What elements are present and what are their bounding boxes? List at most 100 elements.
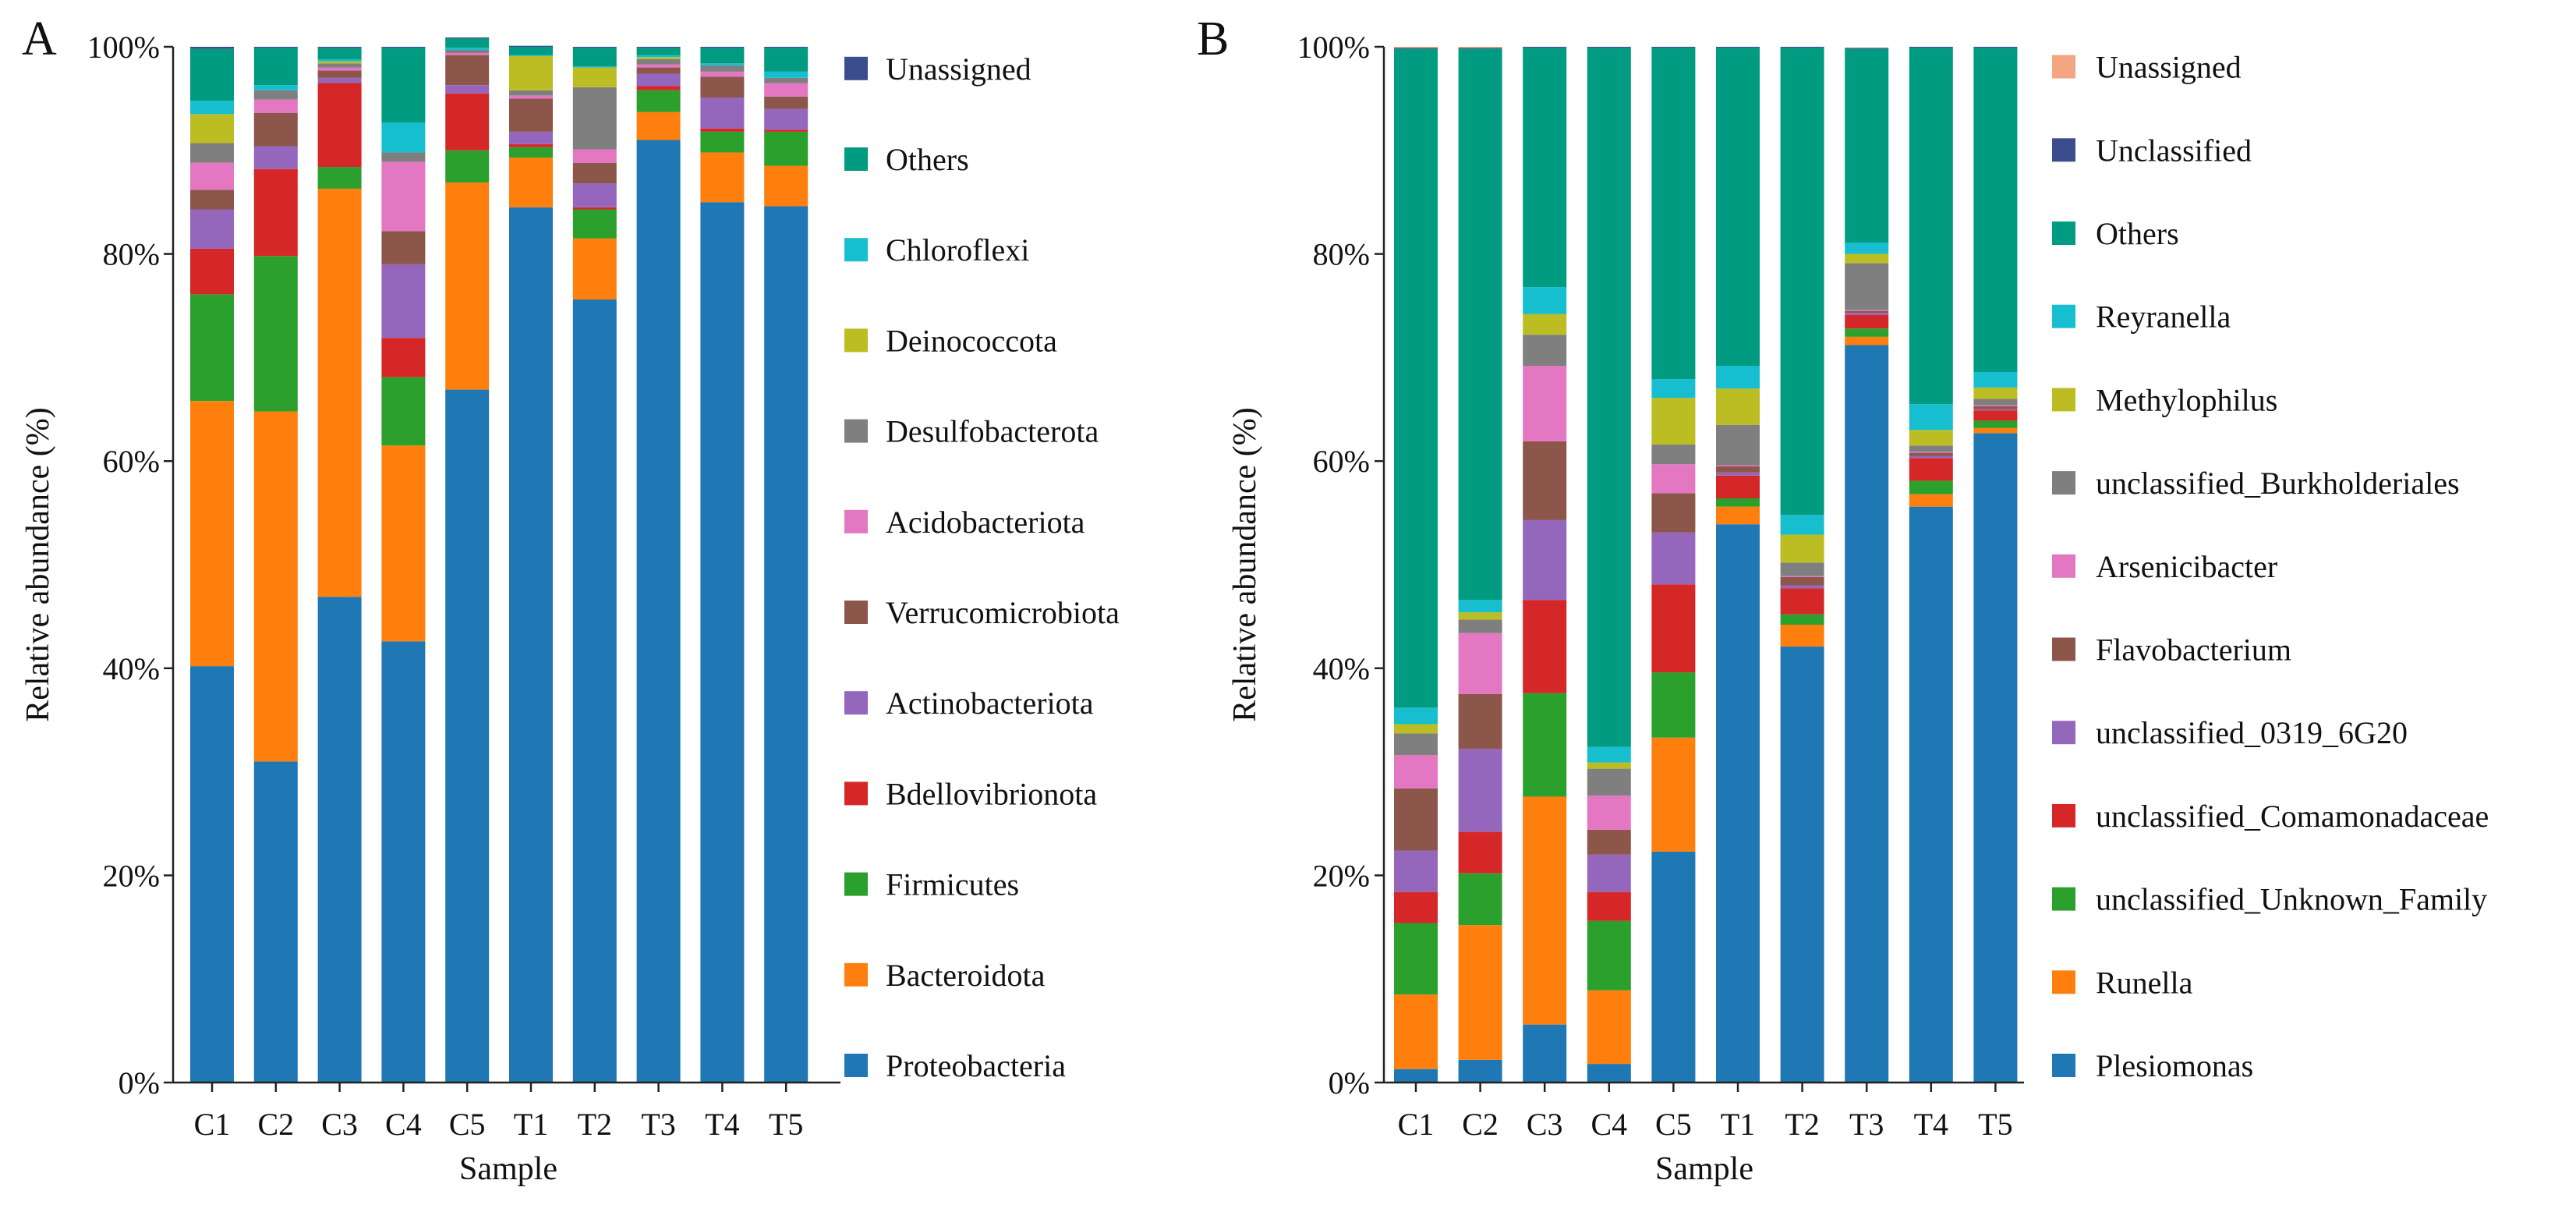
- bar-segment: [1523, 441, 1567, 520]
- bar-segment: [764, 165, 809, 207]
- bar-segment: [1845, 310, 1889, 314]
- bar-segment: [509, 95, 553, 99]
- bar-segment: [190, 209, 234, 249]
- bar-segment: [1909, 48, 1953, 405]
- bar-segment: [190, 101, 234, 115]
- bar-segment: [253, 761, 298, 1083]
- bar-segment: [1845, 336, 1889, 346]
- bar-segment: [636, 47, 681, 48]
- bar-segment: [1651, 379, 1696, 399]
- bar-segment: [1716, 475, 1760, 499]
- bar-segment: [1973, 420, 2018, 428]
- bar-segment: [381, 264, 426, 338]
- legend-label: Bdellovibrionota: [886, 776, 1097, 811]
- bar-segment: [1909, 452, 1953, 456]
- bar-segment: [636, 67, 681, 74]
- legend-label: Unclassified: [2096, 133, 2252, 168]
- bar-segment: [381, 377, 426, 446]
- legend-swatch: [844, 509, 868, 533]
- bar-segment: [1587, 990, 1631, 1065]
- bar-segment: [1394, 707, 1438, 725]
- bar-segment: [1651, 584, 1696, 673]
- x-tick-label: T5: [769, 1107, 803, 1142]
- bar-segment: [1394, 48, 1438, 708]
- bar-segment: [1523, 1024, 1567, 1083]
- bar-segment: [253, 90, 298, 100]
- bar-segment: [1458, 48, 1502, 601]
- legend: Plesiomonas Runella unclassified_Unknown_F…: [2052, 50, 2489, 1083]
- bar-segment: [1716, 366, 1760, 389]
- bar-segment: [764, 108, 809, 130]
- bar-segment: [1973, 405, 2018, 406]
- bar-segment: [1780, 576, 1824, 586]
- bar-segment: [1716, 498, 1760, 507]
- y-tick-label: 80%: [1313, 237, 1370, 272]
- bar-segment: [190, 114, 234, 144]
- bar-segment: [381, 47, 426, 48]
- legend-swatch: [2052, 970, 2075, 994]
- bar-segment: [1651, 672, 1696, 738]
- y-tick-label: 60%: [1313, 444, 1370, 479]
- bar-segment: [1909, 506, 1953, 1083]
- bar-segment: [1973, 387, 2018, 399]
- bar-segment: [1394, 994, 1438, 1069]
- bar-segment: [1587, 746, 1631, 763]
- bar-segment: [1523, 335, 1567, 367]
- legend-label: Methylophilus: [2096, 382, 2277, 417]
- bar-segment: [700, 76, 745, 98]
- legend-swatch: [2052, 554, 2075, 578]
- bar-segment: [445, 37, 490, 39]
- legend-swatch: [844, 781, 868, 806]
- x-tick-label: C3: [1527, 1107, 1563, 1142]
- bar-segment: [1394, 47, 1438, 48]
- bar-segment: [1394, 1068, 1438, 1083]
- bar-segment: [1973, 48, 2018, 372]
- bar-segment: [1458, 694, 1502, 750]
- x-tick-label: T2: [578, 1107, 612, 1142]
- bar-segment: [1458, 633, 1502, 694]
- bar-segment: [1651, 47, 1696, 48]
- bar-segment: [572, 183, 617, 207]
- bar-segment: [509, 147, 553, 158]
- bar-segment: [1394, 788, 1438, 851]
- bar-segment: [190, 401, 234, 667]
- bar-segment: [317, 47, 362, 48]
- legend-label: Firmicutes: [886, 867, 1019, 902]
- bar-segment: [572, 149, 617, 163]
- bar-segment: [1909, 480, 1953, 494]
- bar-segment: [1845, 313, 1889, 315]
- y-tick-label: 80%: [103, 237, 160, 272]
- bar-segment: [1587, 1064, 1631, 1083]
- bar-segment: [764, 47, 809, 48]
- legend-swatch: [2052, 304, 2075, 328]
- legend-label: unclassified_Comamonadaceae: [2096, 799, 2489, 834]
- bar-segment: [253, 146, 298, 169]
- bar-segment: [317, 48, 362, 59]
- bar-segment: [572, 238, 617, 300]
- x-tick-label: T5: [1978, 1107, 2012, 1142]
- bar-segment: [1973, 409, 2018, 411]
- bar-segment: [190, 666, 234, 1083]
- bar-segment: [1909, 455, 1953, 459]
- bar-segment: [1523, 796, 1567, 1025]
- bar-segment: [1973, 47, 2018, 48]
- legend-label: Chloroflexi: [886, 232, 1029, 268]
- bar-segment: [764, 71, 809, 78]
- bar-segment: [1587, 47, 1631, 48]
- bar-segment: [764, 206, 809, 1083]
- bar-segment: [445, 150, 490, 183]
- legend-label: Acidobacteriota: [886, 505, 1085, 540]
- legend-label: Unassigned: [886, 51, 1031, 87]
- bar-group: [1394, 47, 2018, 1083]
- x-axis-title: Sample: [1655, 1151, 1753, 1187]
- bar-segment: [572, 207, 617, 210]
- x-tick-label: T3: [641, 1107, 675, 1142]
- legend-label: unclassified_Burkholderiales: [2096, 466, 2460, 501]
- bar-segment: [317, 597, 362, 1083]
- bar-segment: [1651, 398, 1696, 445]
- bar-segment: [317, 83, 362, 168]
- legend-label: Verrucomicrobiota: [886, 595, 1120, 630]
- legend-label: Others: [2096, 216, 2179, 251]
- legend-swatch: [844, 872, 868, 896]
- bar-segment: [1587, 48, 1631, 747]
